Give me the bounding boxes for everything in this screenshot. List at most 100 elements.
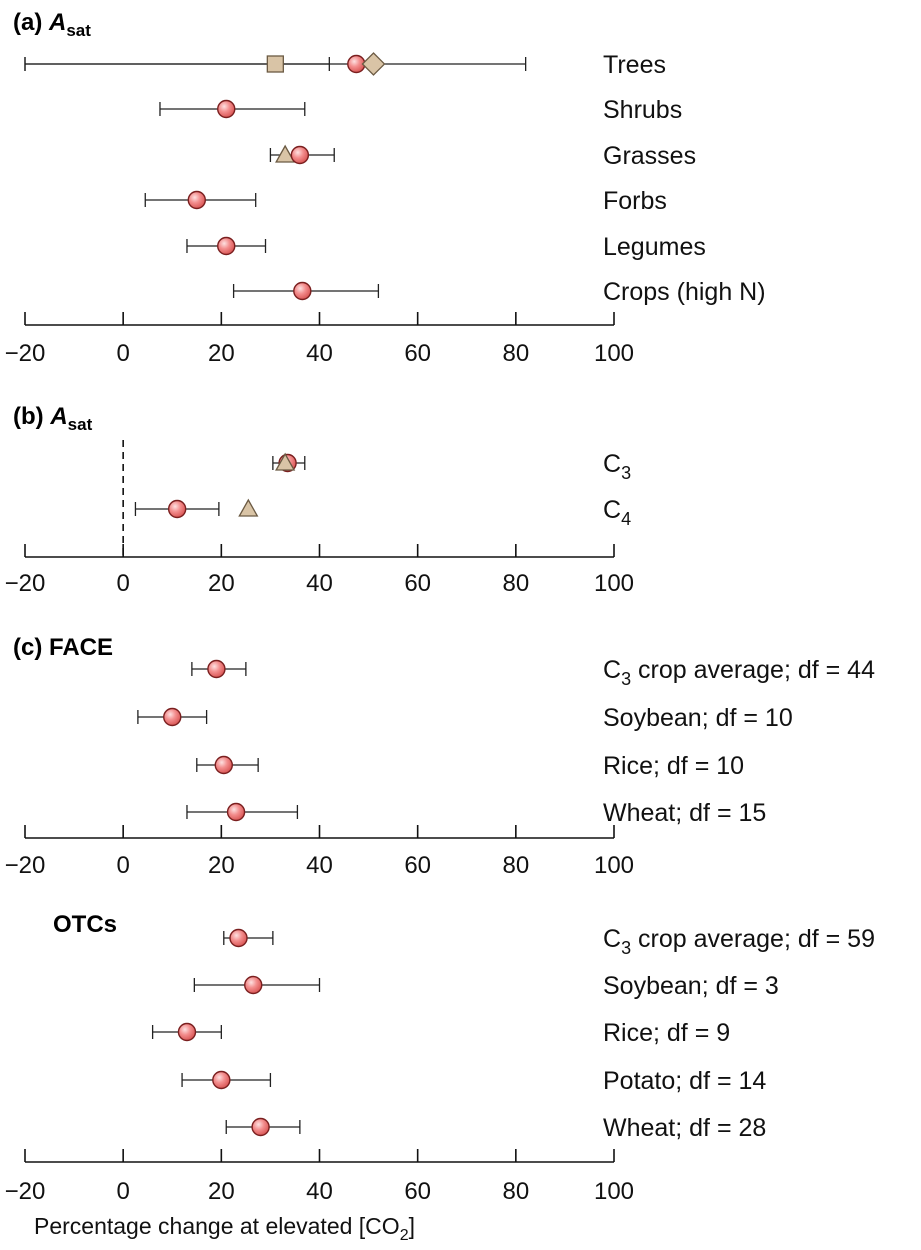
- category-label: Potato; df = 14: [603, 1067, 766, 1095]
- diamond-marker: [361, 52, 386, 76]
- x-tick-label: 100: [594, 340, 634, 367]
- category-label-main: Wheat; df = 28: [603, 1114, 766, 1142]
- data-row: Crops (high N): [232, 278, 766, 306]
- data-row: Wheat; df = 28: [225, 1114, 766, 1142]
- triangle-marker: [275, 144, 296, 163]
- category-label-main: Potato; df = 14: [603, 1067, 766, 1095]
- category-label-main: Rice; df = 10: [603, 752, 744, 780]
- circle-marker: [212, 1070, 231, 1090]
- circle-marker: [187, 190, 206, 210]
- category-label-main: C: [603, 656, 621, 684]
- data-row: Soybean; df = 10: [137, 704, 793, 732]
- panel-title: (b) Asat: [13, 403, 93, 434]
- category-label-main: C: [603, 496, 621, 524]
- category-label-main: Trees: [603, 51, 666, 79]
- data-row: C3: [272, 450, 631, 483]
- panel-title-sub: sat: [66, 21, 91, 40]
- x-tick-label: 80: [502, 852, 529, 879]
- x-tick-label: 60: [404, 1178, 431, 1205]
- x-tick-label: 100: [594, 570, 634, 597]
- panel-3: (c) FACE −20 0 20 40 60 80 100 C3 crop average; …: [5, 634, 875, 879]
- x-tick-label: 20: [208, 852, 235, 879]
- category-label-main: Wheat; df = 15: [603, 799, 766, 827]
- category-label: Wheat; df = 15: [603, 799, 766, 827]
- category-label-end: crop average; df = 44: [631, 656, 875, 684]
- circle-marker: [290, 145, 310, 165]
- x-tick-label: 60: [404, 570, 431, 597]
- x-tick-label: 20: [208, 570, 235, 597]
- circle-marker: [244, 975, 263, 995]
- x-tick-label: 0: [116, 570, 129, 597]
- circle-marker: [207, 659, 226, 679]
- data-row: Grasses: [269, 142, 696, 170]
- x-tick-label: −20: [5, 852, 46, 879]
- category-label: Soybean; df = 10: [603, 704, 793, 732]
- data-row: Wheat; df = 15: [186, 799, 766, 827]
- category-label: Trees: [603, 51, 666, 79]
- category-label-sub: 4: [621, 509, 631, 529]
- panel-title-main: A: [49, 403, 67, 430]
- panel-title: (c) FACE: [13, 634, 113, 661]
- x-tick-label: 60: [404, 340, 431, 367]
- category-label-main: Crops (high N): [603, 278, 766, 306]
- circle-marker: [217, 236, 236, 256]
- circle-marker: [217, 99, 236, 119]
- data-row: Shrubs: [159, 96, 682, 124]
- category-label-main: Soybean; df = 3: [603, 972, 779, 1000]
- panel-title: (a) Asat: [13, 9, 91, 40]
- category-label-main: Soybean; df = 10: [603, 704, 793, 732]
- data-row: Potato; df = 14: [181, 1067, 766, 1095]
- category-label: Forbs: [603, 187, 667, 215]
- category-label: Rice; df = 9: [603, 1019, 730, 1047]
- x-tick-label: 80: [502, 570, 529, 597]
- category-label: Legumes: [603, 233, 706, 261]
- data-row: C3 crop average; df = 44: [191, 656, 875, 689]
- circle-marker: [163, 707, 182, 727]
- data-row: Soybean; df = 3: [193, 972, 779, 1000]
- panel-title-main: FACE: [49, 634, 113, 661]
- x-tick-label: 40: [306, 570, 333, 597]
- x-tick-label: −20: [5, 340, 46, 367]
- data-row: Rice; df = 9: [151, 1019, 730, 1047]
- circle-marker: [293, 281, 312, 301]
- triangle-marker: [238, 498, 259, 517]
- circle-marker: [167, 499, 187, 519]
- category-label: C4: [603, 496, 631, 529]
- x-tick-label: 0: [116, 1178, 129, 1205]
- panel-title-main: A: [48, 9, 66, 36]
- category-label-end: crop average; df = 59: [631, 925, 875, 953]
- x-tick-label: 80: [502, 1178, 529, 1205]
- category-label: Crops (high N): [603, 278, 766, 306]
- x-tick-label: 60: [404, 852, 431, 879]
- data-row: Legumes: [186, 233, 706, 261]
- data-row: Trees: [24, 51, 666, 79]
- x-tick-label: 100: [594, 1178, 634, 1205]
- x-tick-label: 100: [594, 852, 634, 879]
- x-axis-title: Percentage change at elevated [CO2]: [34, 1213, 415, 1244]
- category-label: C3 crop average; df = 44: [603, 656, 875, 689]
- category-label: Grasses: [603, 142, 696, 170]
- category-label-sub: 3: [621, 938, 631, 958]
- circle-marker: [177, 1022, 197, 1042]
- category-label: C3: [603, 450, 631, 483]
- category-label-main: C: [603, 925, 621, 953]
- x-tick-label: 40: [306, 852, 333, 879]
- panel-title-main: OTCs: [53, 911, 117, 938]
- data-row: Forbs: [144, 187, 667, 215]
- circle-marker: [214, 755, 233, 775]
- data-row: C4: [134, 496, 631, 529]
- x-tick-label: 0: [116, 852, 129, 879]
- category-label-sub: 3: [621, 463, 631, 483]
- category-label-main: C: [603, 450, 621, 478]
- panel-letter: (b): [13, 403, 50, 430]
- circle-marker: [251, 1117, 270, 1137]
- x-tick-label: 20: [208, 1178, 235, 1205]
- panel-title-sub: sat: [68, 415, 93, 434]
- x-tick-label: 0: [116, 340, 129, 367]
- category-label: Wheat; df = 28: [603, 1114, 766, 1142]
- x-tick-label: −20: [5, 570, 46, 597]
- circle-marker: [226, 802, 246, 822]
- x-tick-label: 40: [306, 340, 333, 367]
